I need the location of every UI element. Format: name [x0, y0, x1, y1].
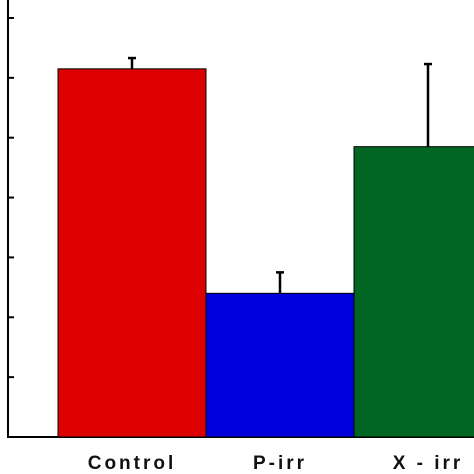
- bar-1: [205, 292, 355, 438]
- bar-0: [57, 68, 207, 438]
- x-tick-labels: Control P-irr X - irr: [88, 453, 464, 474]
- chart-bars: [57, 68, 474, 438]
- x-tick-label-1: P-irr: [253, 453, 307, 474]
- x-tick-label-2: X - irr: [393, 453, 464, 474]
- chart-error-bars: [128, 56, 432, 294]
- bar-2: [353, 146, 474, 438]
- x-tick-label-0: Control: [88, 453, 177, 474]
